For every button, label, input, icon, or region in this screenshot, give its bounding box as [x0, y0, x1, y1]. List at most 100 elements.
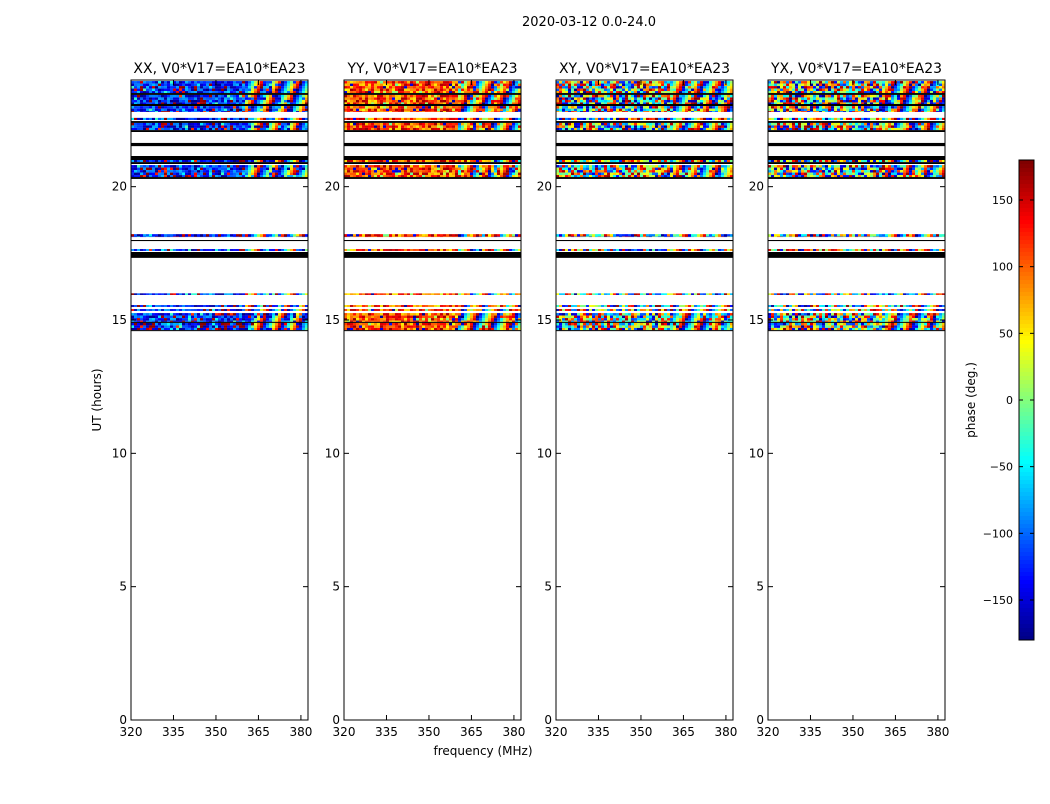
heatmap-cell: [458, 95, 461, 98]
heatmap-cell: [206, 321, 209, 322]
heatmap-cell: [260, 325, 263, 328]
heatmap-cell: [356, 123, 359, 126]
heatmap-cell: [467, 106, 470, 109]
heatmap-cell: [188, 109, 191, 112]
heatmap-cell: [365, 102, 368, 104]
heatmap-cell: [604, 95, 607, 98]
heatmap-cell: [515, 316, 518, 319]
heatmap-cell: [419, 309, 422, 311]
heatmap-cell: [191, 91, 194, 93]
heatmap-cell: [455, 175, 458, 177]
heatmap-cell: [724, 102, 727, 104]
heatmap-cell: [365, 318, 368, 321]
heatmap-cell: [224, 106, 227, 109]
heatmap-cell: [619, 95, 622, 98]
heatmap-cell: [440, 313, 443, 316]
heatmap-cell: [176, 97, 179, 100]
heatmap-cell: [479, 165, 482, 168]
heatmap-cell: [227, 111, 230, 112]
heatmap-cell: [266, 95, 269, 98]
heatmap-cell: [697, 111, 700, 112]
heatmap-cell: [443, 91, 446, 93]
heatmap-cell: [467, 118, 470, 120]
heatmap-cell: [167, 249, 170, 251]
heatmap-cell: [479, 102, 482, 104]
heatmap-cell: [275, 309, 278, 311]
heatmap-cell: [586, 102, 589, 104]
heatmap-cell: [359, 111, 362, 112]
heatmap-cell: [476, 249, 479, 251]
heatmap-cell: [359, 168, 362, 171]
heatmap-cell: [470, 323, 473, 326]
heatmap-cell: [263, 91, 266, 93]
heatmap-cell: [236, 81, 239, 84]
heatmap-cell: [473, 91, 476, 93]
heatmap-cell: [254, 328, 257, 330]
heatmap-cell: [383, 168, 386, 171]
heatmap-cell: [221, 111, 224, 112]
heatmap-cell: [571, 97, 574, 100]
heatmap-cell: [506, 84, 509, 87]
heatmap-cell: [598, 109, 601, 112]
heatmap-cell: [437, 305, 440, 307]
heatmap-cell: [428, 128, 431, 130]
heatmap-cell: [260, 173, 263, 176]
heatmap-cell: [479, 125, 482, 128]
heatmap-cell: [260, 109, 263, 112]
heatmap-cell: [509, 323, 512, 326]
heatmap-cell: [356, 234, 359, 237]
heatmap-cell: [464, 316, 467, 319]
heatmap-cell: [350, 95, 353, 98]
heatmap-cell: [515, 118, 518, 120]
heatmap-cell: [476, 168, 479, 171]
heatmap-cell: [476, 118, 479, 120]
heatmap-cell: [206, 313, 209, 316]
heatmap-cell: [727, 91, 730, 93]
heatmap-cell: [413, 95, 416, 98]
flagged-band: [131, 162, 308, 164]
heatmap-cell: [506, 318, 509, 321]
heatmap-cell: [568, 95, 571, 98]
heatmap-cell: [634, 102, 637, 104]
heatmap-cell: [422, 309, 425, 311]
heatmap-cell: [176, 175, 179, 177]
heatmap-cell: [398, 328, 401, 330]
heatmap-cell: [281, 118, 284, 120]
heatmap-cell: [218, 293, 221, 295]
heatmap-cell: [485, 316, 488, 319]
heatmap-cell: [658, 84, 661, 87]
heatmap-cell: [422, 165, 425, 168]
heatmap-cell: [470, 325, 473, 328]
heatmap-cell: [419, 91, 422, 93]
heatmap-cell: [446, 89, 449, 92]
heatmap-cell: [512, 102, 515, 104]
heatmap-cell: [664, 89, 667, 92]
heatmap-cell: [712, 118, 715, 120]
heatmap-cell: [236, 309, 239, 311]
heatmap-cell: [380, 316, 383, 319]
heatmap-cell: [245, 102, 248, 104]
heatmap-cell: [562, 97, 565, 100]
heatmap-cell: [464, 318, 467, 321]
heatmap-cell: [365, 84, 368, 87]
heatmap-cell: [164, 109, 167, 112]
heatmap-cell: [506, 249, 509, 251]
heatmap-cell: [473, 109, 476, 112]
heatmap-cell: [380, 91, 383, 93]
heatmap-cell: [227, 97, 230, 100]
heatmap-cell: [296, 102, 299, 104]
heatmap-cell: [440, 106, 443, 109]
heatmap-cell: [185, 106, 188, 109]
heatmap-cell: [134, 173, 137, 176]
heatmap-cell: [395, 309, 398, 311]
heatmap-cell: [410, 318, 413, 321]
heatmap-cell: [374, 316, 377, 319]
heatmap-cell: [296, 123, 299, 126]
heatmap-cell: [458, 100, 461, 103]
heatmap-cell: [164, 128, 167, 130]
heatmap-cell: [437, 323, 440, 326]
heatmap-cell: [284, 325, 287, 328]
heatmap-cell: [269, 111, 272, 112]
heatmap-cell: [362, 95, 365, 98]
heatmap-cell: [476, 89, 479, 92]
